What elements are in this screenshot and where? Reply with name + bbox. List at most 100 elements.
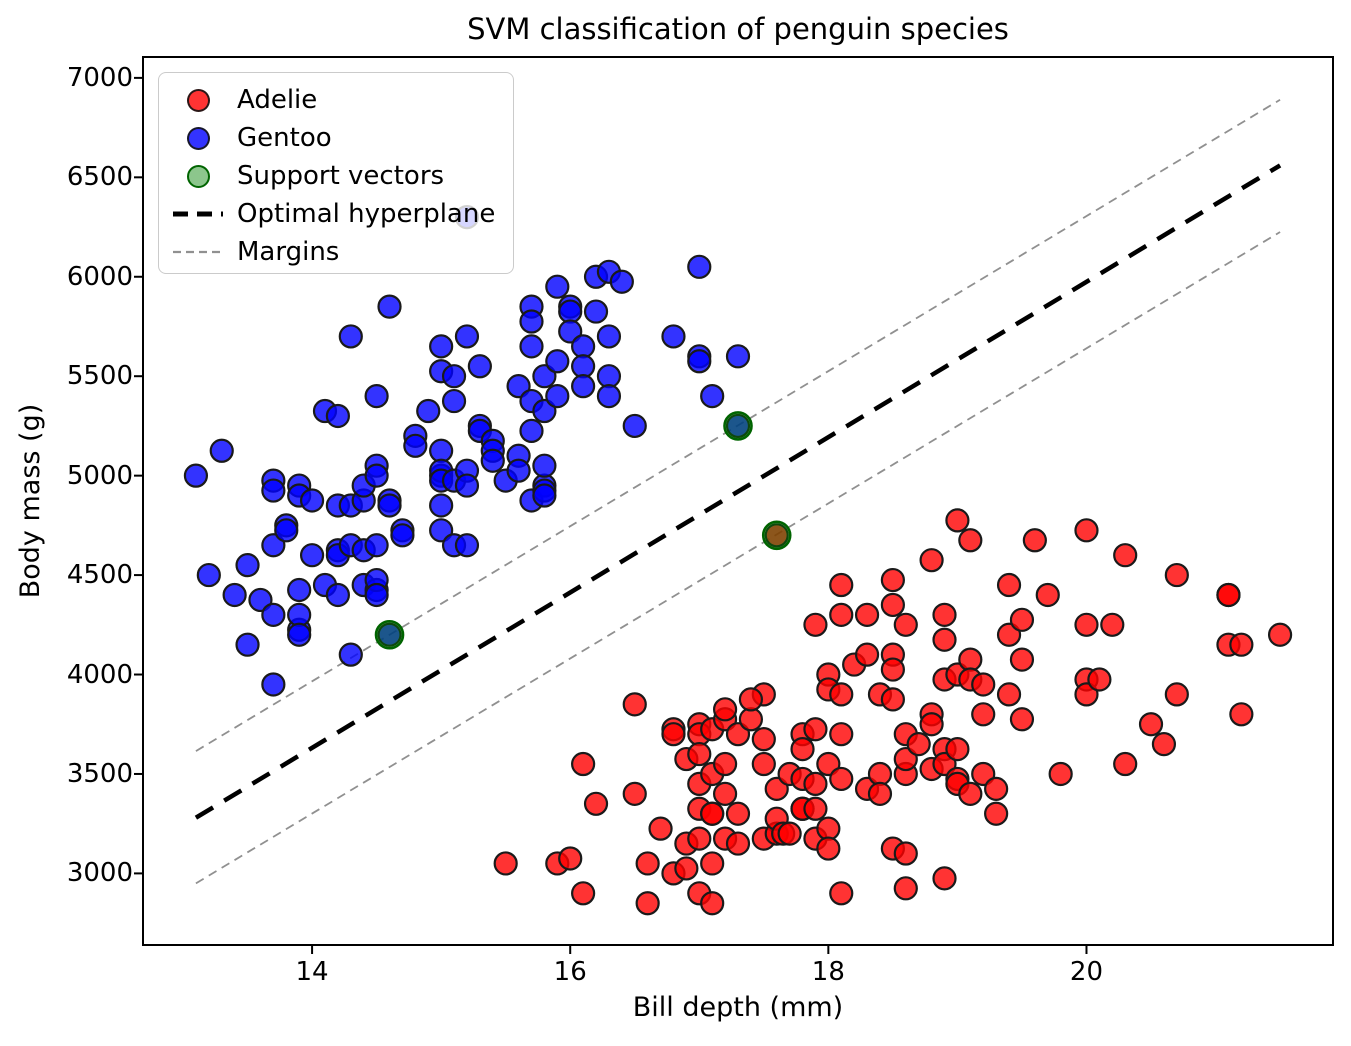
data-point-adelie [712, 751, 738, 777]
data-point-adelie [1113, 543, 1138, 568]
x-tick-label: 14 [295, 957, 329, 987]
data-point-gentoo [622, 413, 647, 439]
y-tick-label: 7000 [66, 62, 133, 93]
legend: Adelie Gentoo Support vectors Optimal hyper… [158, 72, 514, 274]
data-point-gentoo [519, 334, 544, 359]
data-point-adelie [880, 592, 905, 618]
data-point-gentoo [571, 334, 596, 359]
data-point-gentoo [403, 433, 428, 458]
data-point-gentoo [274, 518, 299, 543]
data-point-gentoo [325, 582, 350, 608]
data-point-adelie [687, 741, 712, 767]
data-point-gentoo [364, 463, 389, 488]
data-point-gentoo [454, 533, 480, 558]
data-point-adelie [906, 732, 931, 757]
data-point-gentoo [364, 533, 389, 558]
data-point-adelie [829, 722, 854, 747]
gentoo-legend-marker-icon [159, 126, 237, 150]
data-point-adelie [751, 751, 776, 777]
legend-label: Gentoo [237, 123, 332, 153]
data-point-adelie [803, 771, 828, 797]
data-point-adelie [1074, 612, 1099, 637]
y-tick-label: 6500 [66, 162, 133, 193]
data-point-gentoo [235, 553, 260, 578]
data-point-adelie [738, 707, 764, 732]
data-point-gentoo [377, 622, 402, 647]
y-tick-label: 6000 [66, 261, 133, 292]
data-point-adelie [700, 801, 725, 826]
data-point-gentoo [532, 453, 557, 478]
data-point-gentoo [480, 448, 505, 473]
data-point-gentoo [429, 493, 454, 518]
data-point-gentoo [377, 493, 402, 518]
data-point-adelie [867, 761, 893, 787]
data-point-adelie [1035, 582, 1060, 608]
data-point-adelie [829, 572, 854, 598]
data-point-gentoo [519, 309, 544, 334]
data-point-gentoo [325, 403, 350, 429]
data-point-gentoo [596, 383, 622, 409]
y-tick-label: 4500 [66, 560, 133, 591]
data-point-gentoo [467, 354, 492, 379]
data-point-gentoo [364, 582, 389, 608]
data-point-gentoo [183, 463, 209, 488]
data-point-adelie [971, 672, 996, 697]
data-point-adelie [1048, 761, 1073, 787]
data-point-adelie [635, 851, 660, 876]
data-point-gentoo [261, 672, 286, 697]
data-point-gentoo [429, 438, 454, 463]
data-point-gentoo [261, 602, 286, 627]
data-point-adelie [932, 627, 957, 652]
data-point-gentoo [235, 632, 260, 657]
data-point-gentoo [700, 383, 725, 409]
data-point-gentoo [596, 324, 622, 349]
data-point-gentoo [545, 383, 570, 409]
legend-label: Adelie [237, 85, 318, 115]
data-point-adelie [583, 791, 609, 816]
data-point-adelie [996, 682, 1022, 707]
data-point-adelie [1216, 582, 1241, 608]
data-point-adelie [816, 836, 841, 861]
support-vectors-legend-marker-icon [159, 164, 237, 188]
data-point-adelie [738, 687, 764, 712]
data-point-adelie [712, 781, 738, 806]
data-point-adelie [803, 612, 828, 637]
data-point-gentoo [287, 622, 312, 647]
data-point-adelie [880, 687, 905, 712]
data-point-adelie [1009, 607, 1035, 632]
data-point-adelie [558, 846, 583, 871]
data-point-adelie [635, 891, 660, 916]
data-point-gentoo [364, 383, 389, 409]
data-point-gentoo [222, 582, 247, 608]
data-point-gentoo [377, 294, 402, 319]
support-vector-marker [723, 411, 753, 441]
data-point-gentoo [571, 354, 596, 379]
data-point-gentoo [299, 543, 325, 568]
x-tick-label: 18 [811, 957, 845, 987]
data-point-gentoo [532, 483, 557, 508]
data-point-adelie [829, 766, 854, 792]
axes-box [142, 56, 1334, 946]
data-point-gentoo [725, 344, 751, 369]
data-point-adelie [687, 826, 712, 851]
data-point-adelie [893, 876, 918, 901]
x-tick-label: 20 [1069, 957, 1104, 987]
data-point-gentoo [441, 388, 467, 414]
data-point-adelie [1151, 732, 1177, 757]
data-point-gentoo [545, 274, 570, 299]
data-point-gentoo [583, 299, 609, 324]
data-point-gentoo [429, 334, 454, 359]
data-point-gentoo [725, 413, 751, 439]
data-point-adelie [816, 816, 841, 841]
x-axis-label: Bill depth (mm) [632, 992, 844, 1023]
data-point-adelie [932, 866, 957, 891]
adelie-legend-marker-icon [159, 88, 237, 112]
data-point-adelie [854, 602, 880, 627]
data-point-adelie [932, 602, 957, 627]
data-point-gentoo [454, 473, 480, 498]
data-point-adelie [958, 647, 983, 672]
data-point-gentoo [338, 324, 363, 349]
data-point-gentoo [661, 324, 686, 349]
data-point-adelie [777, 821, 802, 846]
